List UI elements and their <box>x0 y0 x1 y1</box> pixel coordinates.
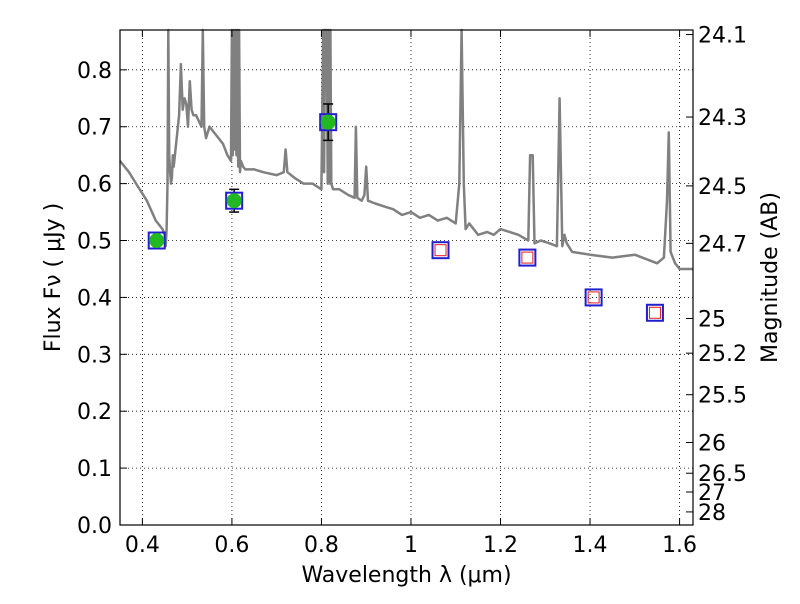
x-axis-label: Wavelength λ (μm) <box>301 563 511 588</box>
magnitude-tick-label: 24.7 <box>698 232 747 257</box>
y-tick-label: 0.4 <box>77 286 112 311</box>
x-tick-label: 1.6 <box>662 533 697 558</box>
plot-frame <box>119 29 694 526</box>
x-tick-label: 0.6 <box>214 533 249 558</box>
y-tick-label: 0.6 <box>77 173 112 198</box>
photometry-square-marker <box>147 231 166 250</box>
y-tick-label: 0.7 <box>77 116 112 141</box>
grid <box>120 30 693 526</box>
detection-dot <box>226 193 242 209</box>
photometry-square-marker <box>645 303 664 322</box>
magnitude-tick-label: 28 <box>698 501 726 526</box>
model-flux-marker <box>434 244 447 257</box>
magnitude-tick-label: 25 <box>698 307 726 332</box>
y-tick-label: 0.8 <box>77 59 112 84</box>
magnitude-tick-label: 24.5 <box>698 175 747 200</box>
y-tick-label: 0.1 <box>77 457 112 482</box>
x-tick-label: 1.4 <box>573 533 608 558</box>
photometry-square-marker <box>319 113 338 132</box>
x-tick-label: 0.4 <box>125 533 160 558</box>
model-flux-marker <box>521 251 534 264</box>
magnitude-tick-label: 24.1 <box>698 24 747 49</box>
sed-model-layer <box>119 28 693 271</box>
y-tick-label: 0.0 <box>77 514 112 539</box>
photometry-square-marker <box>225 191 244 210</box>
x-tick-label: 1.2 <box>483 533 518 558</box>
x-tick-label: 0.8 <box>304 533 339 558</box>
y-tick-label: 0.2 <box>77 400 112 425</box>
sed-model-line <box>119 28 693 271</box>
detection-dot <box>149 233 165 249</box>
model-flux-marker <box>587 291 600 304</box>
axis-ticks: 0.4 0.6 0.8 1 1.2 1.4 1.6 0.0 0.1 0.2 0.3 0.4 0.5 0.6… <box>77 24 747 558</box>
magnitude-tick-label: 26.5 <box>698 462 747 487</box>
magnitude-tick-label: 27 <box>698 481 726 506</box>
magnitude-tick-label: 26 <box>698 432 726 457</box>
photometry-square-marker <box>431 241 450 260</box>
magnitude-tick-label: 24.3 <box>698 106 747 131</box>
photometry-square-marker <box>584 288 603 307</box>
right-axis-label: Magnitude (AB) <box>758 192 783 363</box>
y-tick-label: 0.5 <box>77 230 112 255</box>
y-tick-label: 0.3 <box>77 343 112 368</box>
x-tick-label: 1 <box>404 533 418 558</box>
y-axis-label: Flux Fν ( μJy ) <box>41 203 66 352</box>
photometry-square-marker <box>518 248 537 267</box>
photometry-points <box>147 103 664 322</box>
detection-dot <box>320 114 336 130</box>
magnitude-tick-label: 25.2 <box>698 342 747 367</box>
magnitude-tick-label: 25.5 <box>698 384 747 409</box>
model-flux-marker <box>648 306 661 319</box>
